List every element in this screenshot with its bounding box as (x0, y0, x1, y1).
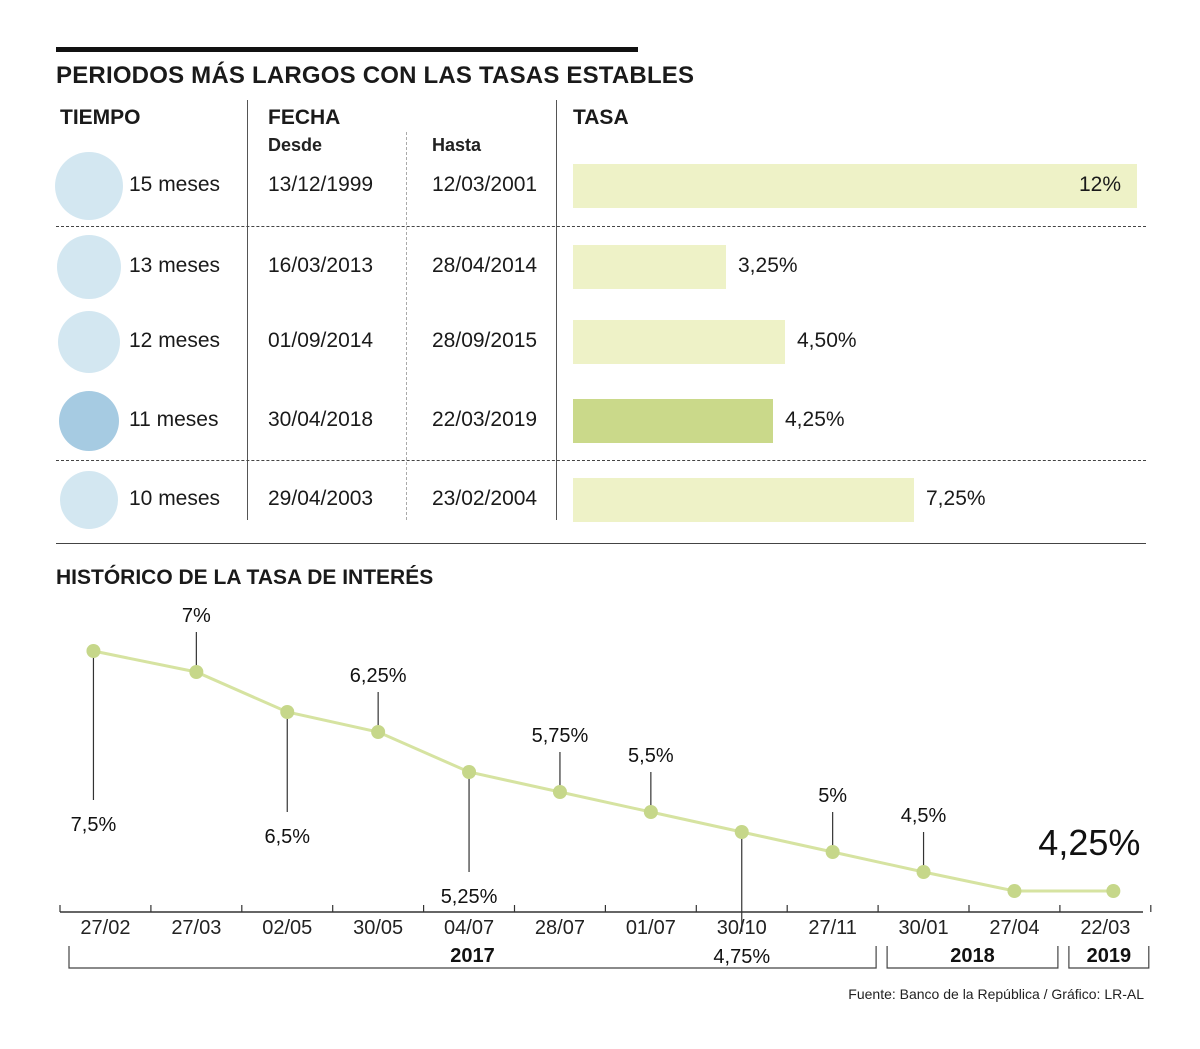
column-divider-right (556, 100, 557, 520)
row-hasta: 28/09/2015 (432, 329, 538, 352)
data-label: 5% (818, 785, 847, 807)
data-point (189, 665, 204, 679)
row-divider-1 (56, 226, 1146, 227)
data-point (462, 765, 477, 779)
data-point (86, 644, 101, 658)
data-point (825, 845, 840, 859)
data-point (734, 825, 749, 839)
row-tiempo: 10 meses (129, 487, 221, 510)
year-label: 2017 (450, 945, 495, 967)
data-label: 5,75% (532, 725, 589, 747)
data-point (280, 705, 295, 719)
data-point (552, 785, 567, 799)
column-subheader-hasta: Hasta (432, 135, 482, 155)
row-tiempo: 15 meses (129, 173, 221, 196)
row-tasa-bar (573, 478, 914, 522)
row-divider-2 (56, 460, 1146, 461)
x-tick-label: 01/07 (626, 917, 676, 939)
x-tick-label: 02/05 (262, 917, 312, 939)
column-header-tasa: TASA (573, 106, 629, 129)
data-label: 7% (182, 605, 211, 627)
data-label: 4,5% (901, 805, 947, 827)
x-tick-label: 30/05 (353, 917, 403, 939)
x-tick-label: 30/10 (717, 917, 767, 939)
row-tasa-label: 7,25% (926, 487, 986, 510)
row-hasta: 12/03/2001 (432, 173, 538, 196)
row-desde: 01/09/2014 (268, 329, 374, 352)
row-tasa-bar (573, 164, 1137, 208)
row-circle (58, 311, 120, 373)
series-line (93, 649, 1114, 893)
year-bracket (68, 946, 877, 969)
x-tick-label: 27/11 (808, 917, 857, 939)
row-tasa-label: 3,25% (738, 254, 798, 277)
row-desde: 30/04/2018 (268, 408, 374, 431)
row-circle (60, 471, 118, 529)
column-header-tiempo: TIEMPO (60, 106, 141, 129)
row-hasta: 22/03/2019 (432, 408, 538, 431)
data-label: 5,25% (441, 886, 498, 908)
row-circle (59, 391, 119, 451)
year-label: 2018 (950, 945, 995, 967)
source-note: Fuente: Banco de la República / Gráfico:… (848, 986, 1144, 1002)
chart-title: HISTÓRICO DE LA TASA DE INTERÉS (56, 566, 434, 589)
table-title: PERIODOS MÁS LARGOS CON LAS TASAS ESTABL… (56, 62, 695, 89)
row-desde: 29/04/2003 (268, 487, 374, 510)
column-divider-left (247, 100, 248, 520)
data-point (1007, 884, 1022, 898)
section-divider (56, 543, 1146, 544)
column-subheader-desde: Desde (268, 135, 323, 155)
row-hasta: 23/02/2004 (432, 487, 538, 510)
row-circle (55, 152, 123, 220)
data-point (643, 805, 658, 819)
x-tick-label: 04/07 (444, 917, 494, 939)
row-tiempo: 13 meses (129, 254, 221, 277)
data-point (1106, 884, 1121, 898)
row-tasa-label: 4,50% (797, 329, 857, 352)
row-tasa-bar (573, 320, 785, 364)
data-point (371, 725, 386, 739)
row-tasa-label: 12% (1079, 173, 1122, 196)
x-tick-label: 27/02 (80, 917, 130, 939)
column-header-fecha: FECHA (268, 106, 341, 129)
x-tick-label: 27/03 (171, 917, 221, 939)
data-label: 7,5% (71, 814, 117, 836)
data-label: 6,25% (350, 665, 407, 687)
row-tasa-bar (573, 245, 726, 289)
top-rule (56, 47, 638, 52)
x-tick-label: 28/07 (535, 917, 585, 939)
data-label: 4,75% (713, 946, 770, 968)
x-tick-label: 22/03 (1080, 917, 1130, 939)
data-label-highlight: 4,25% (1038, 822, 1140, 863)
year-label: 2019 (1087, 945, 1132, 967)
row-tasa-label: 4,25% (785, 408, 845, 431)
row-desde: 13/12/1999 (268, 173, 374, 196)
row-circle (57, 235, 121, 299)
x-tick-label: 30/01 (899, 917, 949, 939)
row-hasta: 28/04/2014 (432, 254, 538, 277)
row-desde: 16/03/2013 (268, 254, 374, 277)
column-divider-dates (406, 132, 407, 520)
row-tiempo: 11 meses (129, 408, 219, 431)
row-tiempo: 12 meses (129, 329, 221, 352)
row-tasa-bar (573, 399, 773, 443)
year-bracket (1068, 946, 1150, 969)
data-label: 5,5% (628, 745, 674, 767)
year-bracket (886, 946, 1059, 969)
data-point (916, 865, 931, 879)
x-tick-label: 27/04 (989, 917, 1039, 939)
data-label: 6,5% (264, 826, 310, 848)
